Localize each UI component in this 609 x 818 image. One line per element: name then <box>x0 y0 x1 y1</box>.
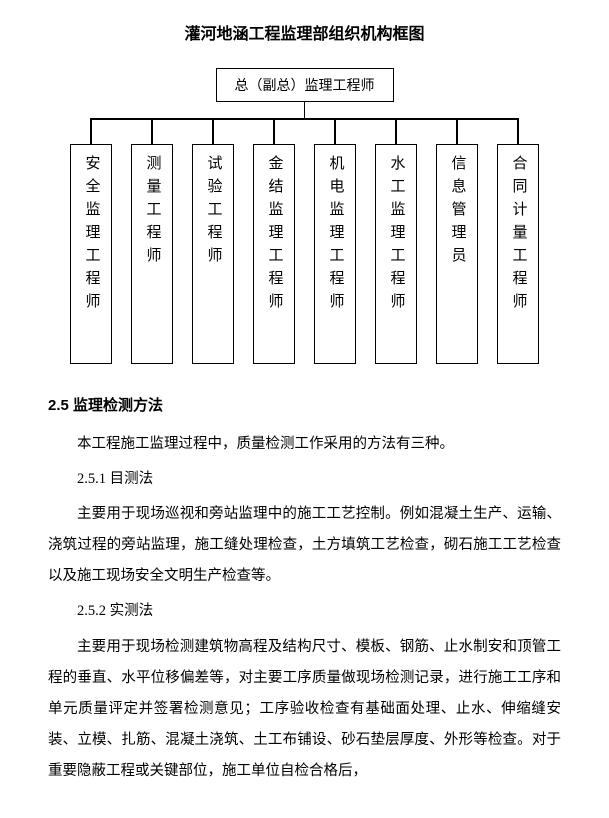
leaf-label: 试验工程师 <box>206 155 221 270</box>
sub-heading-1: 2.5.1 目测法 <box>48 464 561 495</box>
leaf-node: 机电监理工程师 <box>314 144 356 364</box>
leaf-label: 水工监理工程师 <box>389 155 404 316</box>
drop-connector <box>212 120 214 144</box>
leaf-label: 安全监理工程师 <box>84 155 99 316</box>
leaf-node: 安全监理工程师 <box>70 144 112 364</box>
connector-root-down <box>304 102 306 118</box>
leaf-node: 测量工程师 <box>131 144 173 364</box>
page-title: 灌河地涵工程监理部组织机构框图 <box>48 20 561 44</box>
section-heading: 2.5 监理检测方法 <box>48 394 561 415</box>
root-node: 总（副总）监理工程师 <box>216 68 394 102</box>
drop-connector <box>334 120 336 144</box>
leaf-node: 金结监理工程师 <box>253 144 295 364</box>
leaf-node: 试验工程师 <box>192 144 234 364</box>
horizontal-connector <box>90 118 519 120</box>
sub-body-1: 主要用于现场巡视和旁站监理中的施工工艺控制。例如混凝土生产、运输、浇筑过程的旁站… <box>48 499 561 593</box>
sub-heading-2: 2.5.2 实测法 <box>48 596 561 627</box>
drop-connector <box>395 120 397 144</box>
leaf-label: 机电监理工程师 <box>328 155 343 316</box>
org-chart: 总（副总）监理工程师 安全监理工程师 测量工程师 试验工程师 金结监理工程师 机电监理工… <box>48 68 561 364</box>
leaf-label: 合同计量工程师 <box>511 155 526 316</box>
drop-connector <box>517 120 519 144</box>
drop-connector <box>151 120 153 144</box>
drop-connectors <box>70 120 539 144</box>
leaf-node: 水工监理工程师 <box>375 144 417 364</box>
drop-connector <box>273 120 275 144</box>
leaf-node: 合同计量工程师 <box>497 144 539 364</box>
sub-body-2: 主要用于现场检测建筑物高程及结构尺寸、模板、钢筋、止水制安和顶管工程的垂直、水平… <box>48 632 561 788</box>
leaf-label: 信息管理员 <box>450 155 465 270</box>
drop-connector <box>90 120 92 144</box>
leaf-row: 安全监理工程师 测量工程师 试验工程师 金结监理工程师 机电监理工程师 水工监理工程师 信息… <box>70 144 539 364</box>
intro-paragraph: 本工程施工监理过程中，质量检测工作采用的方法有三种。 <box>48 429 561 460</box>
leaf-label: 金结监理工程师 <box>267 155 282 316</box>
leaf-label: 测量工程师 <box>145 155 160 270</box>
leaf-node: 信息管理员 <box>436 144 478 364</box>
drop-connector <box>456 120 458 144</box>
